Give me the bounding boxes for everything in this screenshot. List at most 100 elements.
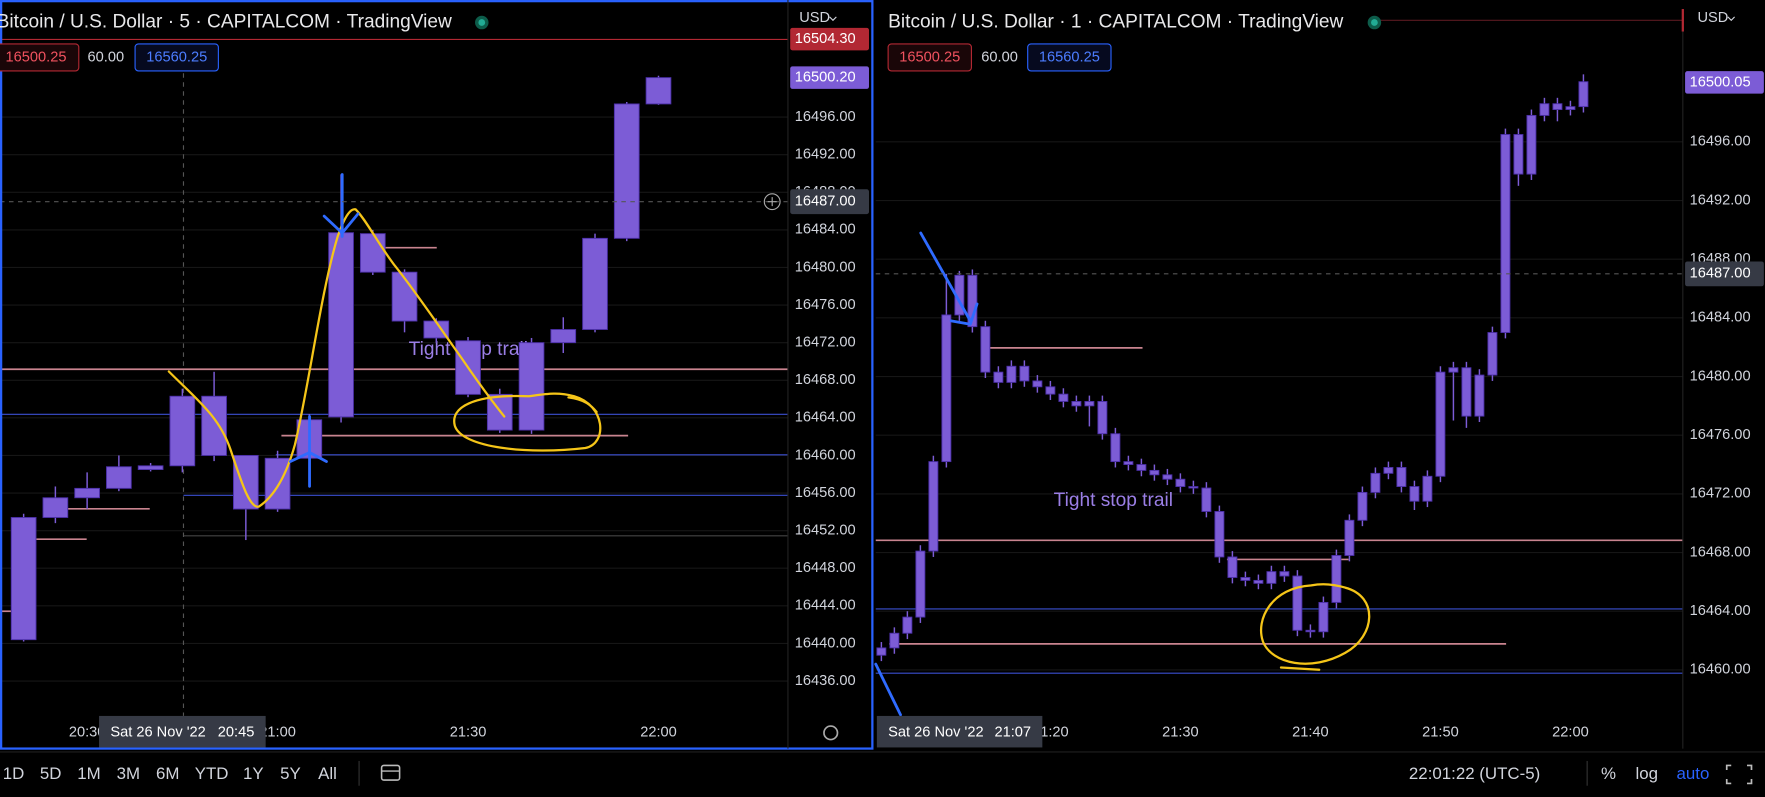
candle-body [137,465,164,471]
candle-body [1227,556,1238,578]
add-button[interactable] [767,197,777,207]
crosshair-price: 16487.00 [795,194,856,210]
candle-body [1370,472,1381,493]
x-tick-label: 21:00 [259,725,296,741]
bid-box [887,43,972,72]
y-tick-label: 16460.00 [795,447,856,463]
spread: 60.00 [88,49,125,65]
currency[interactable]: USD [799,10,830,26]
candle-body [1162,474,1173,480]
candle-body [455,340,481,395]
candle-body [359,233,386,273]
y-tick-label: 16472.00 [1690,486,1751,502]
candle-body [550,329,577,344]
candle-body [1253,579,1264,584]
candle-body [1344,519,1355,556]
y-tick-label: 16492.00 [795,147,856,163]
y-tick-label: 16484.00 [1690,310,1751,326]
date-range-icon[interactable] [380,764,401,781]
circle-mark [453,392,602,452]
candle-body [1331,555,1342,603]
status-dot [1371,19,1378,26]
candle-body [1175,478,1186,487]
range-button[interactable]: 1D [3,764,25,783]
chevron[interactable] [1727,16,1736,22]
candle-body [1305,629,1316,633]
candle-body [1578,81,1589,108]
candle-body [1071,401,1082,407]
candle-body [1045,386,1056,395]
candle-body [645,77,672,105]
scale-option[interactable]: auto [1677,764,1710,783]
toolbar [0,751,1765,797]
scale-option[interactable]: % [1601,764,1616,783]
candle-body [1019,365,1030,382]
arrow [874,662,902,717]
candle-body [1539,103,1550,116]
range-button[interactable]: YTD [195,764,229,783]
bid: 16500.25 [899,49,960,65]
fullscreen-icon[interactable] [1725,764,1753,785]
y-tick-label: 16484.00 [795,222,856,238]
status-dot [478,19,486,26]
bid: 16500.25 [6,49,67,65]
candle-body [1188,486,1199,489]
candle-body [941,314,952,463]
currency[interactable]: USD [1697,10,1728,26]
candle-body [1149,469,1160,476]
crosshair-date-box [99,715,266,748]
y-tick-label: 16476.00 [1690,427,1751,443]
panel-right: Tight stop trail [874,9,1684,717]
x-tick-label: 20:30 [69,725,106,741]
candle-body [915,550,926,618]
candle-body [1136,464,1147,471]
ask-box [134,43,219,72]
range-button[interactable]: 1M [77,764,100,783]
scale-option[interactable]: log [1636,764,1659,783]
arrow [289,415,328,488]
candle-body [1201,487,1212,512]
y-tick-label: 16440.00 [795,635,856,651]
y-tick-label: 16476.00 [795,297,856,313]
range-button[interactable]: 3M [117,764,140,783]
price-label-box [790,66,869,89]
range-button[interactable]: 5D [40,764,62,783]
x-tick-label: 21:50 [1422,725,1459,741]
range-button[interactable]: 5Y [280,764,301,783]
add-button[interactable] [763,193,781,211]
ask: 16560.25 [1039,49,1100,65]
candle-body [876,647,887,656]
candle-body [1422,475,1433,502]
range-button[interactable]: 6M [156,764,179,783]
candle-body [233,455,259,510]
candle-body [1123,461,1134,465]
clock[interactable]: 22:01:22 (UTC-5) [1409,764,1540,783]
candle-body [1526,114,1537,175]
crosshair-price-box [790,189,869,215]
chevron[interactable] [829,16,837,22]
candle-body [518,342,545,431]
y-tick-label: 16464.00 [795,410,856,426]
candle-body [1487,332,1498,376]
price-label: 16504.30 [795,31,856,47]
crosshair-time: 21:07 [994,725,1031,741]
candle-body [1565,106,1576,111]
settings-icon[interactable] [823,725,839,741]
freehand-line [167,208,506,508]
candle-body [1409,486,1420,502]
candle-body [1357,491,1368,521]
candle-body [902,616,913,634]
crosshair-price-box [1685,261,1764,287]
y-tick-label: 16492.00 [1690,192,1751,208]
range-button[interactable]: All [318,764,337,783]
candle-body [1097,401,1108,435]
x-tick-label: 22:00 [640,725,677,741]
candle-body [1110,433,1121,463]
active-border [0,0,874,750]
candle-body [10,517,37,641]
y-tick-label: 16448.00 [795,560,856,576]
chart-title: Bitcoin / U.S. Dollar · 1 · CAPITALCOM ·… [888,12,1343,33]
y-tick-label: 16496.00 [1690,134,1751,150]
range-button[interactable]: 1Y [243,764,264,783]
